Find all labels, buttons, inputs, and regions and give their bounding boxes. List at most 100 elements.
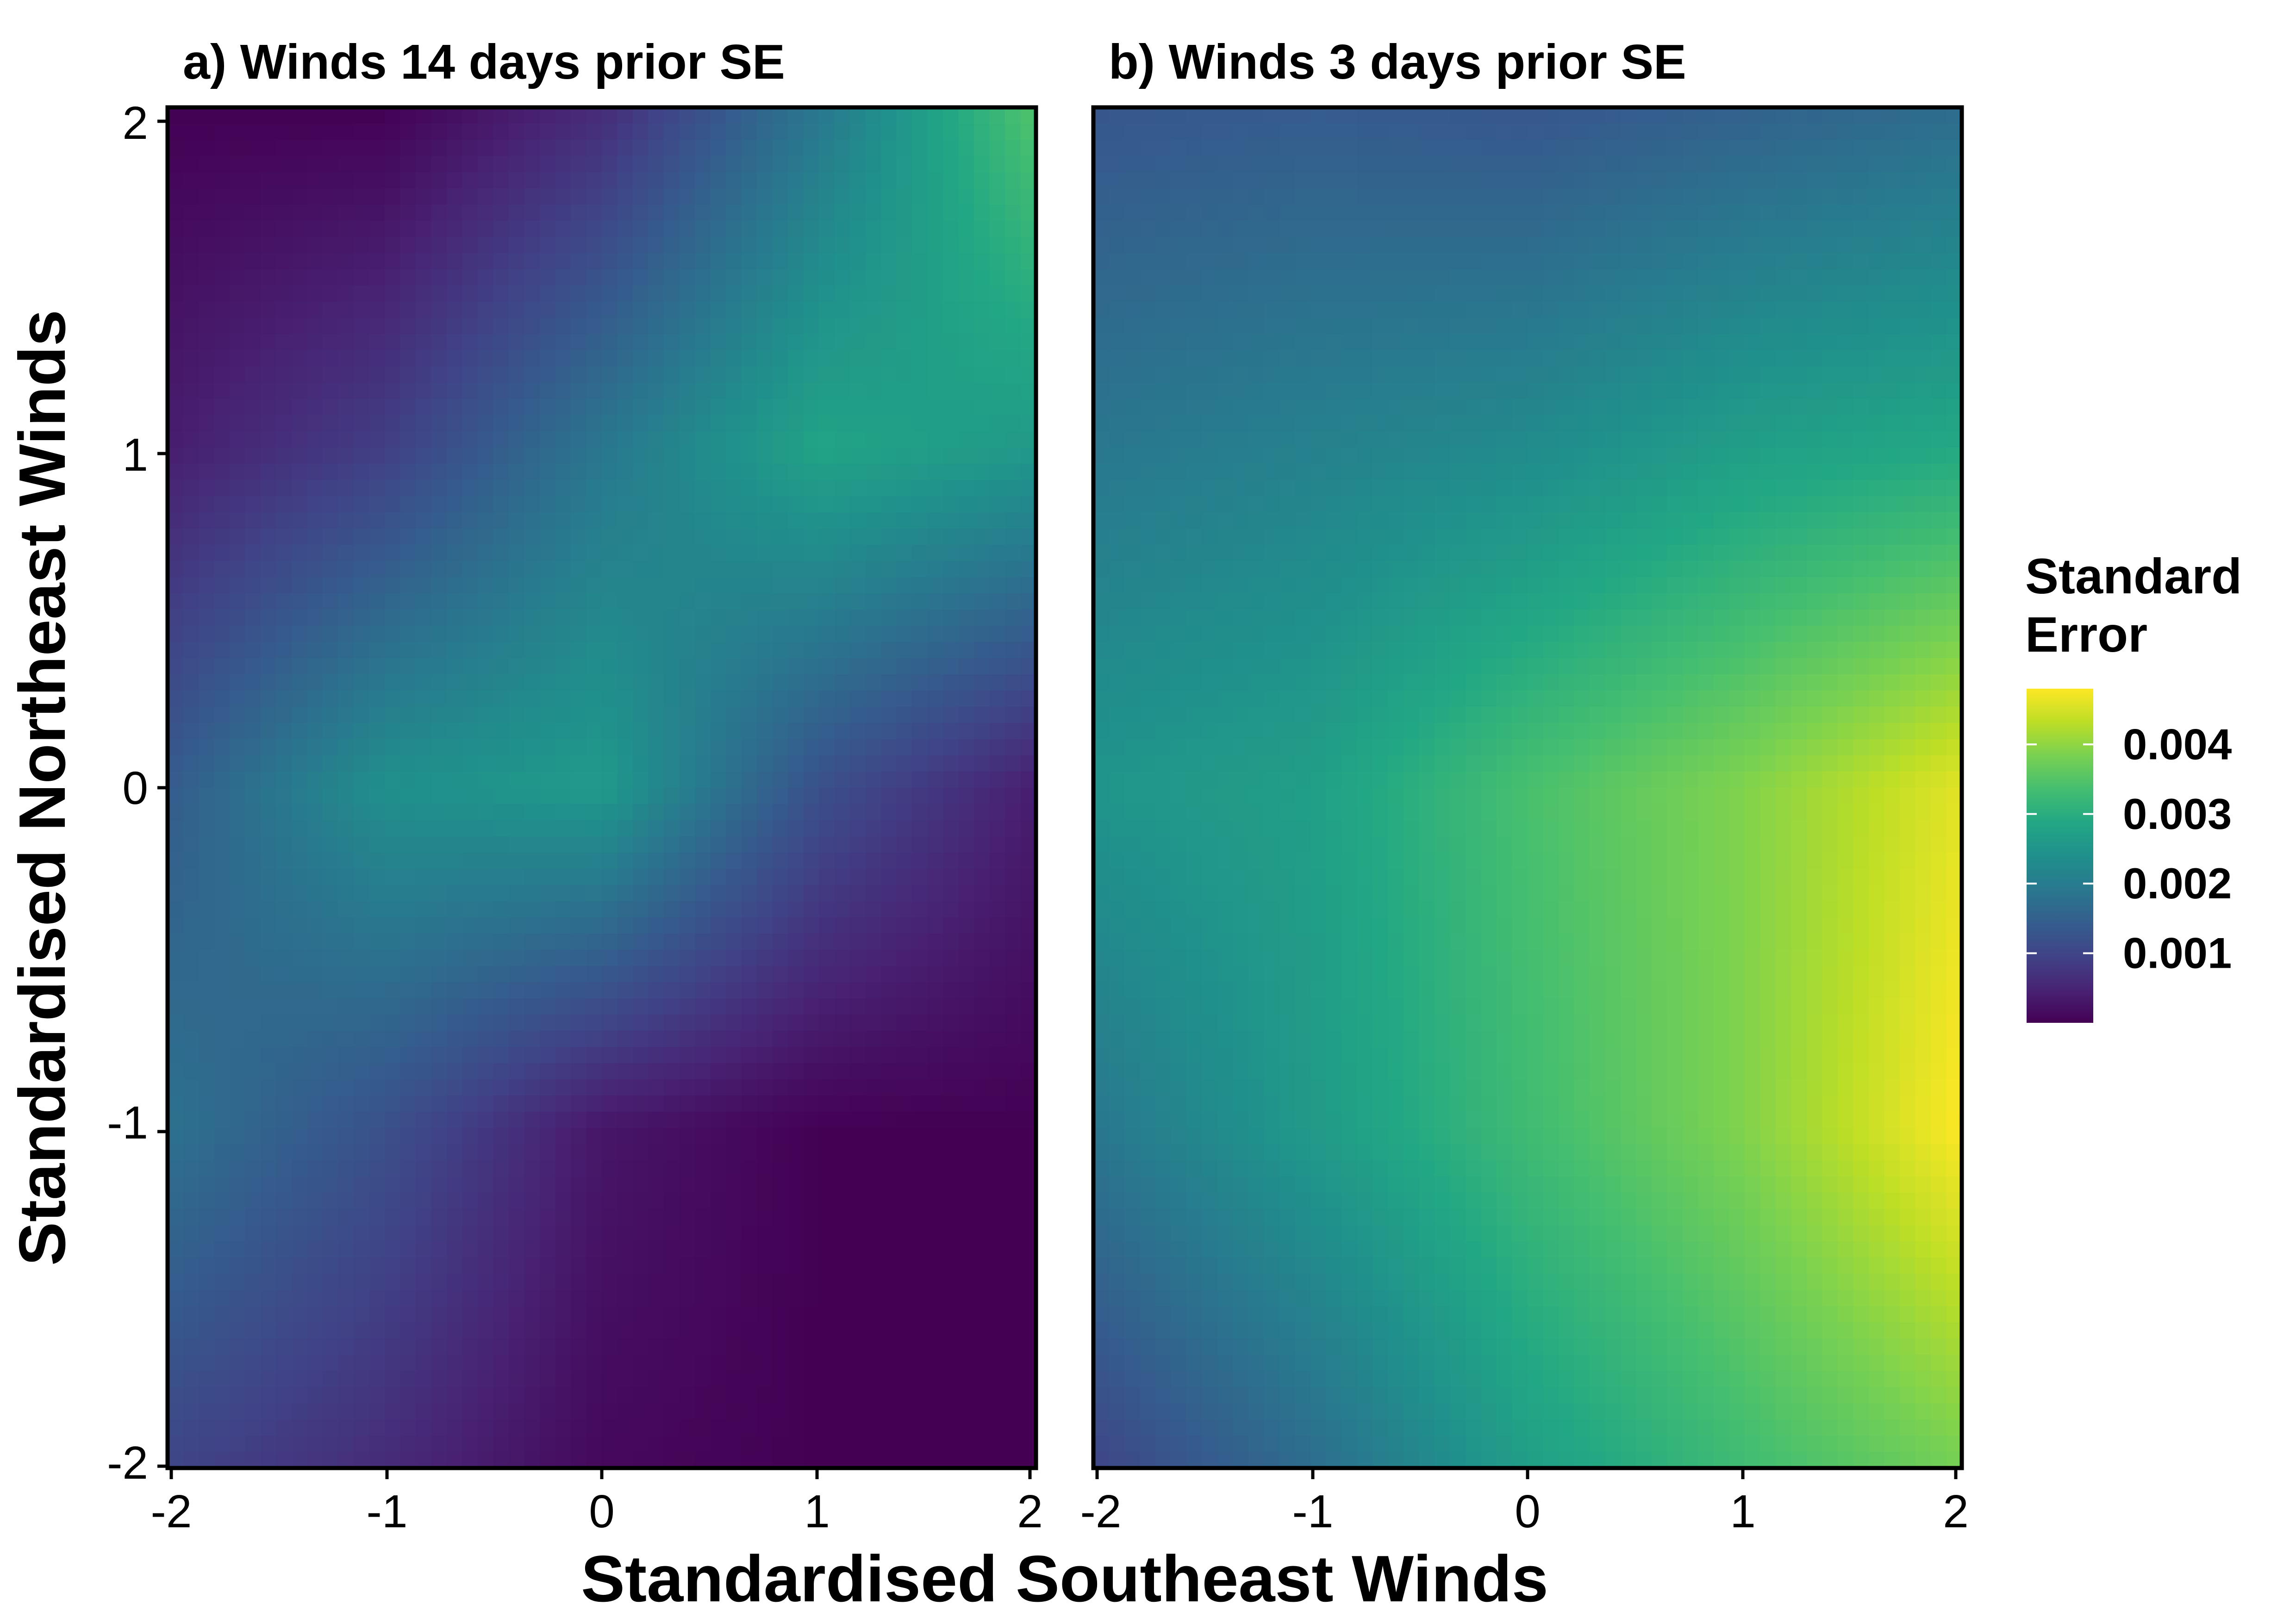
panel-a-heat-cell [493,1014,509,1031]
panel-a-heat-cell [803,1274,819,1290]
panel-a-heat-cell [323,529,339,545]
panel-a-heat-cell [431,334,447,351]
panel-a-heat-cell [788,172,804,189]
panel-a-heat-cell [927,1338,943,1355]
panel-a-heat-cell [168,1257,184,1274]
panel-a-heat-cell [943,334,959,351]
panel-a-heat-cell [896,1047,912,1064]
panel-a-heat-cell [819,172,835,189]
panel-a-heat-cell [664,1419,680,1436]
panel-a-heat-cell [493,318,509,335]
panel-a-heat-cell [571,448,587,464]
panel-b-heat-cell [1233,172,1249,189]
panel-a-heat-cell [385,253,401,270]
panel-a-heat-cell [276,334,292,351]
panel-a-heat-cell [943,885,959,902]
panel-a-heat-cell [850,739,866,756]
panel-a-heat-cell [462,933,478,950]
panel-a-heat-cell [617,674,633,691]
panel-a-heat-cell [354,691,370,707]
panel-a-heat-cell [633,269,649,286]
panel-a-heat-cell [710,1274,726,1290]
panel-a-heat-cell [633,626,649,642]
panel-a-heat-cell [369,464,385,480]
panel-a-heat-cell [819,431,835,448]
panel-a-heat-cell [710,237,726,254]
panel-a-heat-cell [1005,221,1021,237]
panel-a-heat-cell [819,1241,835,1258]
panel-a-heat-cell [633,1176,649,1193]
panel-a-heat-cell [261,237,277,254]
panel-a-heat-cell [834,286,850,302]
panel-a-heat-cell [1020,383,1036,399]
panel-a-heat-cell [679,804,695,821]
panel-a-heat-cell [648,529,664,545]
panel-a-heat-cell [524,1063,540,1080]
panel-a-heat-cell [493,982,509,999]
panel-a-heat-cell [989,107,1005,124]
panel-a-heat-cell [462,1290,478,1307]
panel-a-heat-cell [1020,788,1036,804]
panel-a-heat-cell [617,723,633,740]
panel-a-heat-cell [1005,1419,1021,1436]
panel-a-heat-cell [788,1193,804,1209]
panel-b-heat-cell [1838,156,1854,173]
panel-a-heat-cell [788,658,804,675]
panel-a-heat-cell [865,205,881,221]
panel-a-heat-cell [834,658,850,675]
panel-a-heat-cell [431,885,447,902]
panel-a-heat-cell [261,1257,277,1274]
panel-a-heat-cell [679,1193,695,1209]
panel-a-heat-cell [664,593,680,610]
panel-a-heat-cell [989,998,1005,1015]
panel-a-heat-cell [1005,626,1021,642]
panel-a-heat-cell [586,820,602,837]
panel-a-heat-cell [850,1095,866,1112]
panel-a-heat-cell [741,140,757,156]
panel-a-heat-cell [230,140,246,156]
panel-a-heat-cell [757,998,773,1015]
panel-a-heat-cell [261,658,277,675]
panel-a-heat-cell [648,772,664,788]
panel-a-heat-cell [338,917,354,934]
panel-a-heat-cell [323,1193,339,1209]
panel-a-heat-cell [726,253,742,270]
panel-a-heat-cell [865,237,881,254]
panel-a-heat-cell [974,1079,990,1096]
panel-a-heat-cell [571,415,587,432]
panel-a-heat-cell [648,820,664,837]
panel-a-heat-cell [912,836,928,853]
panel-a-heat-cell [462,707,478,723]
panel-a-heat-cell [168,998,184,1015]
panel-a-heat-cell [819,496,835,513]
panel-a-heat-cell [1005,723,1021,740]
panel-a-heat-cell [710,318,726,335]
panel-a-heat-cell [881,593,897,610]
panel-a-heat-cell [927,869,943,885]
panel-a-heat-cell [323,674,339,691]
panel-a-heat-cell [834,1014,850,1031]
panel-b-heat-cell [1714,107,1730,124]
panel-a-heat-cell [586,1079,602,1096]
panel-a-heat-cell [462,788,478,804]
panel-a-heat-cell [555,1274,571,1290]
panel-a-heat-cell [509,1274,525,1290]
panel-a-heat-cell [1005,1436,1021,1452]
panel-a-heat-cell [586,480,602,497]
panel-a-heat-cell [695,464,711,480]
panel-a-heat-cell [602,853,618,869]
panel-a-heat-cell [416,998,432,1015]
panel-a-heat-cell [726,205,742,221]
panel-a-heat-cell [261,691,277,707]
panel-a-heat-cell [757,772,773,788]
panel-a-heat-cell [230,399,246,416]
panel-a-heat-cell [958,1241,974,1258]
panel-a-heat-cell [307,286,323,302]
panel-a-heat-cell [431,1387,447,1404]
panel-a-heat-cell [741,642,757,659]
panel-a-heat-cell [943,593,959,610]
panel-a-heat-cell [958,286,974,302]
panel-a-heat-cell [462,1403,478,1420]
panel-a-heat-cell [431,950,447,966]
panel-b-heat-cell [1559,172,1575,189]
